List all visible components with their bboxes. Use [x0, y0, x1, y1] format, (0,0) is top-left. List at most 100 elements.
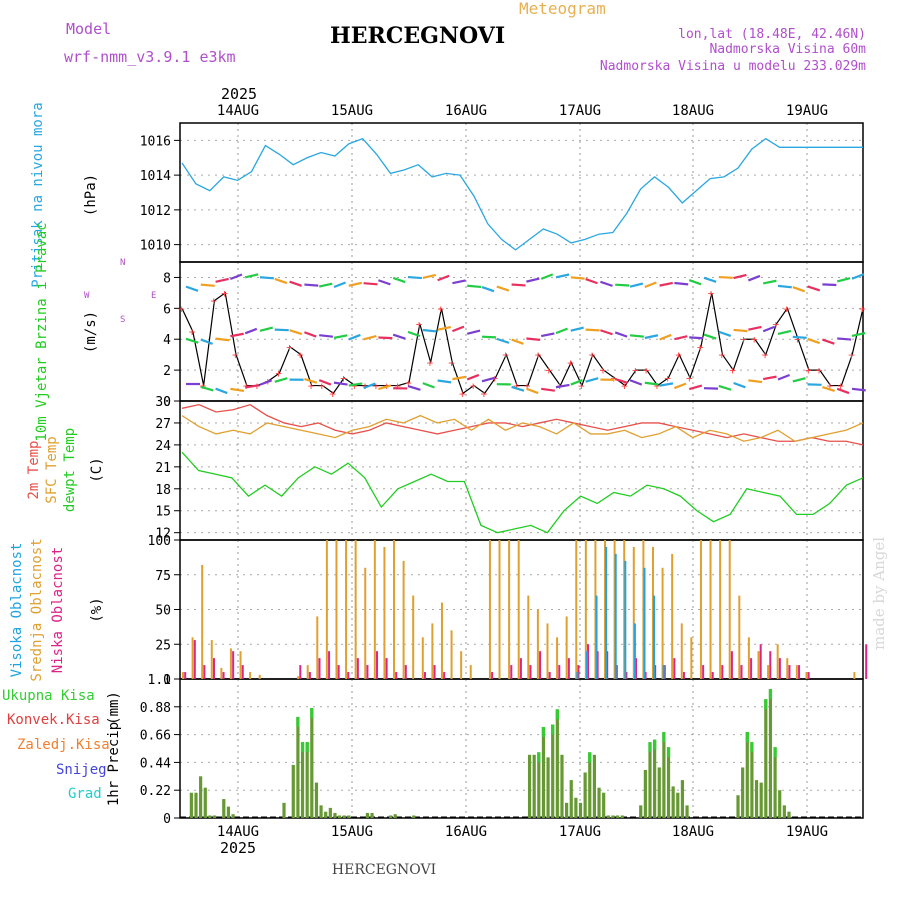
- ytick-label: 1014: [140, 169, 171, 184]
- cloud-bar: [759, 644, 762, 679]
- wind-arrow: [644, 281, 657, 289]
- wind-arrow: [644, 381, 659, 386]
- cloud-bar: [577, 665, 580, 679]
- cloud-bar: [680, 623, 683, 679]
- cloud-bar: [203, 665, 206, 679]
- wind-arrow: [452, 325, 465, 333]
- cloud-bar: [721, 665, 724, 679]
- wind-marker: +: [502, 349, 509, 362]
- wind-arrow: [703, 333, 717, 340]
- wind-arrow: [822, 386, 835, 393]
- wind-marker: +: [189, 326, 196, 339]
- wind-arrow: [851, 331, 866, 338]
- cloud-bar: [548, 672, 551, 679]
- ytick-label: 18: [155, 483, 171, 498]
- cloud-bar: [594, 540, 597, 679]
- wind-marker: +: [308, 380, 315, 393]
- cloud-bar: [517, 540, 520, 679]
- cloud-bar: [306, 665, 309, 679]
- wind-arrow: [733, 273, 747, 280]
- wind-arrow: [215, 337, 230, 342]
- wind-marker: +: [524, 380, 531, 393]
- wind-arrow: [644, 334, 659, 340]
- precip-bar: [199, 776, 203, 818]
- cloud-bar: [776, 644, 779, 679]
- wind-arrow: [792, 377, 806, 383]
- cloud-bar: [798, 665, 801, 679]
- wind-marker: +: [816, 364, 823, 377]
- cloud-bar: [663, 665, 666, 679]
- cloud-bar: [431, 623, 434, 679]
- cloud-bar: [376, 651, 379, 679]
- cloud-bar: [498, 540, 501, 679]
- wind-arrow: [540, 332, 555, 338]
- wind-arrow: [822, 283, 837, 287]
- wind-arrow: [392, 333, 406, 340]
- wind-arrow: [807, 285, 821, 292]
- precip-bar: [648, 742, 652, 818]
- cloud-bar: [575, 540, 578, 679]
- precip-bar: [787, 811, 791, 818]
- cloud-bar: [383, 546, 386, 679]
- wind-arrow: [363, 382, 376, 390]
- wind-marker: +: [416, 318, 423, 331]
- precip-bar: [750, 742, 754, 818]
- wind-arrow: [659, 281, 673, 287]
- precip-bar: [764, 699, 768, 818]
- cloud-bar: [653, 595, 656, 679]
- wind-arrow: [748, 325, 762, 331]
- wind-marker: +: [610, 372, 617, 385]
- precip-bar: [653, 739, 657, 818]
- wind-arrow: [481, 376, 495, 383]
- wind-marker: +: [643, 364, 650, 377]
- cloud-bar: [366, 665, 369, 679]
- wind-arrow: [378, 336, 393, 340]
- wind-marker: +: [664, 372, 671, 385]
- wind-arrow: [230, 332, 244, 338]
- precip-bar-top: [541, 727, 546, 738]
- precip-bar: [305, 742, 309, 818]
- wind-arrow: [733, 328, 748, 333]
- wind-arrow: [777, 284, 792, 289]
- precip-bar: [347, 815, 351, 818]
- wind-marker: +: [805, 364, 812, 377]
- precip-bar: [231, 814, 235, 818]
- precip-bar-top: [310, 708, 314, 719]
- cloud-mid-ylabel: Srednja Oblacnost: [29, 538, 45, 681]
- ytick-label: 0.88: [140, 701, 171, 716]
- cloud-bar: [596, 651, 599, 679]
- cloud-bar: [328, 651, 331, 679]
- temp-line-2: [181, 451, 864, 534]
- wind-arrow: [540, 273, 554, 280]
- wind-compass: W E N S: [84, 258, 156, 325]
- cloud-bar: [402, 560, 405, 679]
- cloud-bar: [795, 665, 798, 679]
- top-year: 2025: [221, 85, 257, 103]
- top-date-label: 17AUG: [559, 103, 601, 119]
- wind-arrow: [777, 329, 792, 335]
- wind-marker: +: [859, 302, 866, 315]
- cloud-bar: [614, 553, 617, 679]
- cloud-bar: [373, 540, 376, 679]
- cloud-bar: [421, 637, 424, 679]
- wind-arrow: [333, 381, 348, 386]
- cloud-bar: [536, 609, 539, 679]
- precip-bar: [370, 812, 374, 818]
- wind-arrow: [481, 285, 495, 293]
- wind-arrow: [304, 331, 317, 338]
- cloud-bar: [249, 672, 252, 679]
- bottom-date-label: 17AUG: [559, 824, 601, 840]
- wind-arrow: [215, 277, 229, 283]
- panel-frame: [179, 122, 864, 263]
- page-title: HERCEGNOVI: [330, 23, 505, 49]
- cloud-bar: [690, 637, 693, 679]
- cloud-bar: [241, 665, 244, 679]
- wind-arrow: [422, 328, 437, 333]
- wind-arrow: [363, 334, 377, 341]
- cloud-bar: [728, 540, 731, 679]
- cloud-bar: [193, 640, 196, 679]
- wind-arrow: [274, 377, 288, 383]
- wind-marker: +: [675, 349, 682, 362]
- cloud-bar: [297, 676, 300, 679]
- precip-bar-top: [555, 709, 559, 720]
